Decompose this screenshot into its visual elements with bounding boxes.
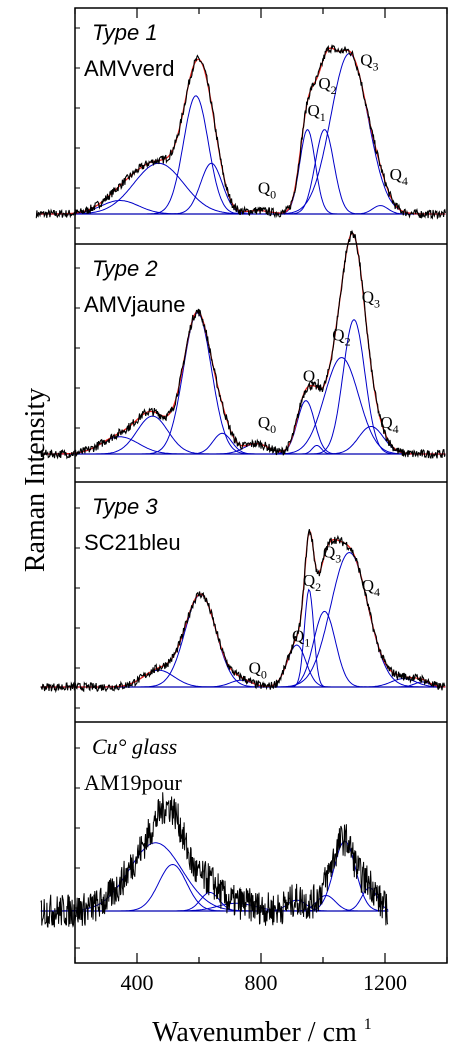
spectrum-trace-3: [40, 529, 446, 694]
q-label-2-3: Q2: [332, 325, 350, 348]
panel-sample-label-3: SC21bleu: [84, 530, 181, 555]
panel-type-label-2: Type 2: [92, 256, 158, 281]
q-label-2-5: Q4: [380, 413, 398, 436]
q-label-3-5: Q4: [362, 576, 380, 599]
spectrum-panel-2: Type 2 AMVjaune Q0 Q1 Q2 Q3 Q4: [40, 229, 446, 460]
spectrum-trace-2: [40, 229, 446, 460]
q-label-2-4: Q3: [362, 287, 380, 310]
spectrum-panel-4: Cu° glass AM19pour: [40, 734, 389, 928]
panel-sample-label-2: AMVjaune: [84, 292, 186, 317]
spectrum-trace-1: [35, 44, 446, 220]
spectrum-panel-1: Type 1 AMVverd Q0 Q1 Q2 Q3 Q4: [35, 20, 446, 220]
gaussian-component-3-2: [40, 594, 446, 688]
y-axis-label: Raman Intensity: [20, 388, 51, 572]
x-axis-label-text: Wavenumber / cm: [152, 1017, 357, 1048]
plot-frame: [74, 7, 448, 964]
x-tick-label: 400: [121, 970, 154, 995]
panel-type-label-3: Type 3: [92, 494, 158, 519]
q-label-3-1: Q0: [249, 659, 267, 682]
q-label-3-2: Q1: [292, 627, 310, 650]
q-label-1-5: Q4: [390, 165, 408, 188]
panel-type-label-1: Type 1: [92, 20, 158, 45]
spectrum-trace-4: [40, 792, 389, 928]
panel-sample-label-4: AM19pour: [84, 770, 182, 795]
q-label-1-1: Q0: [258, 179, 276, 202]
x-axis: 400 800 1200: [74, 8, 448, 995]
gaussian-component-1-3: [36, 95, 446, 215]
q-label-1-3: Q2: [318, 74, 336, 97]
x-tick-label: 800: [245, 970, 278, 995]
q-label-1-2: Q1: [308, 101, 326, 124]
q-label-2-2: Q1: [303, 367, 321, 390]
gaussian-component-3-7: [40, 551, 446, 688]
gaussian-component-2-8: [40, 319, 446, 455]
plot-border: [74, 7, 448, 964]
gaussian-component-3-5: [40, 588, 446, 688]
q-label-3-4: Q3: [323, 543, 341, 566]
x-axis-label: Wavenumber / cm 1: [152, 1016, 372, 1048]
panel-type-label-4: Cu° glass: [92, 734, 177, 759]
q-label-1-4: Q3: [360, 50, 378, 73]
panel-sample-label-1: AMVverd: [84, 56, 174, 81]
x-axis-label-superscript: 1: [364, 1016, 372, 1033]
q-label-3-3: Q2: [303, 571, 321, 594]
x-tick-label: 1200: [363, 970, 407, 995]
q-label-2-1: Q0: [258, 413, 276, 436]
gaussian-component-3-6: [40, 610, 446, 688]
